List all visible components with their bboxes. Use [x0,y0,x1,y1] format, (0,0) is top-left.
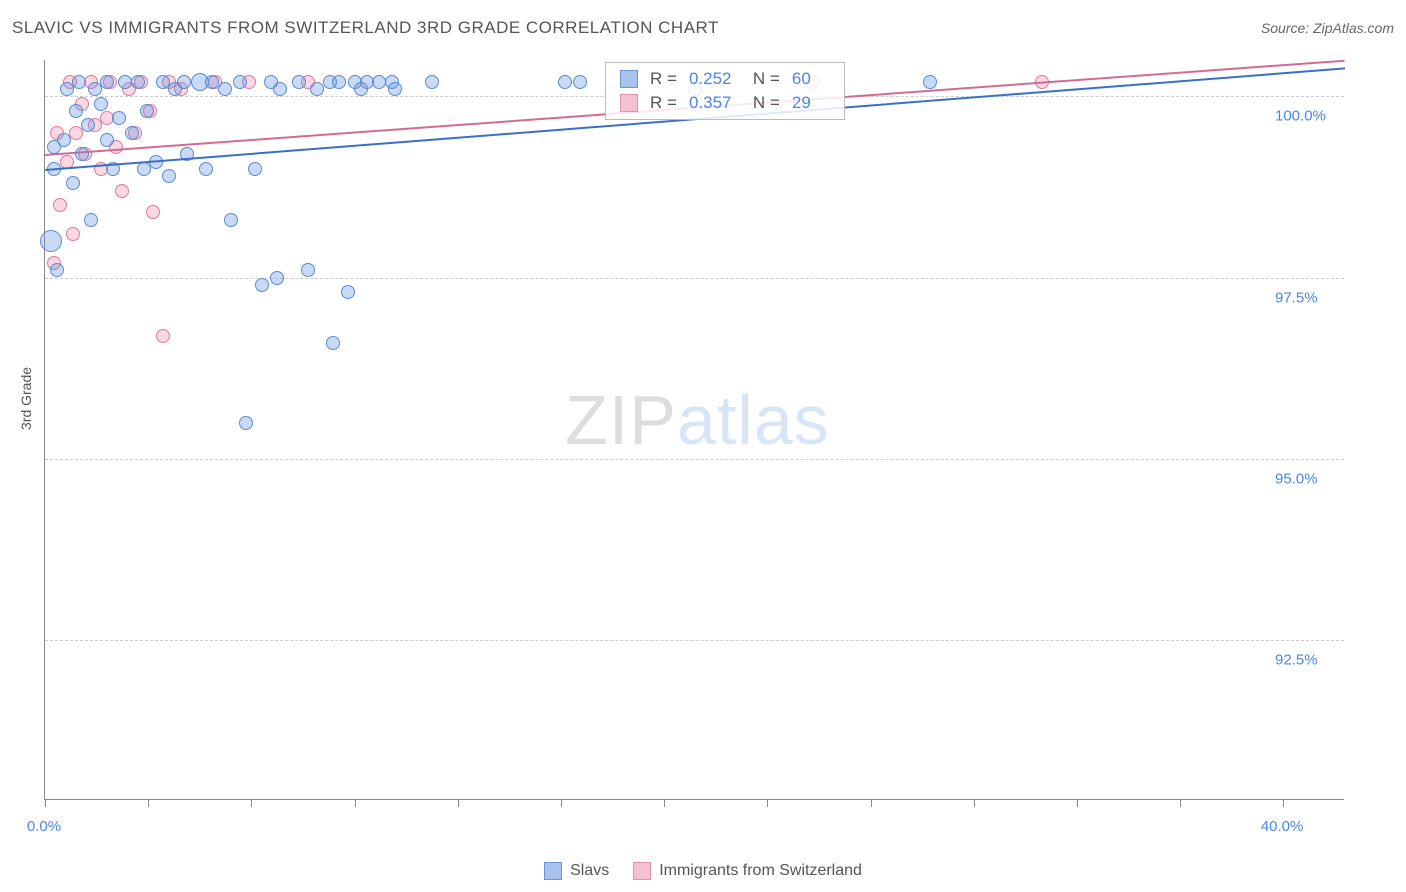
legend: Slavs Immigrants from Switzerland [0,862,1406,880]
data-point-swiss [53,198,67,212]
data-point-slavs [69,104,83,118]
data-point-slavs [270,271,284,285]
data-point-slavs [326,336,340,350]
gridline [45,640,1344,641]
x-tick [1180,799,1181,807]
legend-label-swiss: Immigrants from Switzerland [659,862,862,880]
data-point-slavs [273,82,287,96]
stats-swatch [620,70,638,88]
y-tick-label: 95.0% [1275,471,1318,488]
data-point-slavs [66,176,80,190]
legend-swatch-slavs [544,862,562,880]
data-point-slavs [255,278,269,292]
source-attribution: Source: ZipAtlas.com [1261,20,1394,36]
data-point-slavs [233,75,247,89]
data-point-slavs [558,75,572,89]
data-point-slavs [72,75,86,89]
data-point-slavs [301,263,315,277]
data-point-swiss [66,227,80,241]
data-point-slavs [425,75,439,89]
data-point-slavs [81,118,95,132]
gridline [45,459,1344,460]
data-point-slavs [292,75,306,89]
x-tick [561,799,562,807]
stats-box: R = 0.252 N = 60R = 0.357 N = 29 [605,62,845,120]
watermark-part2: atlas [677,381,830,459]
y-tick-label: 100.0% [1275,108,1326,125]
stats-n-value: 29 [792,93,811,113]
x-tick [355,799,356,807]
data-point-slavs [50,263,64,277]
chart-title: SLAVIC VS IMMIGRANTS FROM SWITZERLAND 3R… [12,18,719,38]
x-tick [664,799,665,807]
data-point-slavs [94,97,108,111]
data-point-slavs [199,162,213,176]
stats-n-value: 60 [792,69,811,89]
stats-row-swiss: R = 0.357 N = 29 [606,91,844,115]
y-tick-label: 97.5% [1275,289,1318,306]
data-point-swiss [146,205,160,219]
x-tick [458,799,459,807]
data-point-slavs [177,75,191,89]
legend-item-slavs: Slavs [544,862,609,880]
data-point-slavs [100,133,114,147]
title-row: SLAVIC VS IMMIGRANTS FROM SWITZERLAND 3R… [12,18,1394,38]
scatter-plot-area: ZIPatlas 92.5% 95.0% 97.5% 100.0% R = 0.252 … [44,60,1344,800]
data-point-slavs [162,169,176,183]
stats-row-slavs: R = 0.252 N = 60 [606,67,844,91]
data-point-slavs [40,230,62,252]
data-point-slavs [923,75,937,89]
stats-n-label: N = [743,93,779,113]
x-tick [1283,799,1284,807]
data-point-slavs [84,213,98,227]
data-point-slavs [131,75,145,89]
data-point-slavs [125,126,139,140]
data-point-slavs [248,162,262,176]
x-tick [767,799,768,807]
x-tick-label: 0.0% [27,818,61,835]
data-point-slavs [341,285,355,299]
stats-r-label: R = [650,69,677,89]
y-axis-label: 3rd Grade [18,367,34,430]
x-tick [148,799,149,807]
x-tick-label: 40.0% [1261,818,1304,835]
x-tick [45,799,46,807]
legend-item-swiss: Immigrants from Switzerland [633,862,862,880]
data-point-slavs [57,133,71,147]
y-tick-label: 92.5% [1275,652,1318,669]
stats-r-value: 0.357 [689,93,732,113]
data-point-slavs [239,416,253,430]
data-point-slavs [388,82,402,96]
legend-swatch-swiss [633,862,651,880]
stats-n-label: N = [743,69,779,89]
data-point-slavs [573,75,587,89]
x-tick [1077,799,1078,807]
x-tick [974,799,975,807]
data-point-slavs [140,104,154,118]
data-point-slavs [218,82,232,96]
stats-r-value: 0.252 [689,69,732,89]
legend-label-slavs: Slavs [570,862,609,880]
stats-r-label: R = [650,93,677,113]
gridline [45,278,1344,279]
watermark-part1: ZIP [565,381,677,459]
data-point-swiss [115,184,129,198]
x-tick [251,799,252,807]
watermark: ZIPatlas [565,380,830,460]
data-point-slavs [224,213,238,227]
stats-swatch [620,94,638,112]
data-point-slavs [112,111,126,125]
x-tick [871,799,872,807]
data-point-slavs [100,75,114,89]
data-point-slavs [75,147,89,161]
data-point-swiss [156,329,170,343]
data-point-slavs [332,75,346,89]
